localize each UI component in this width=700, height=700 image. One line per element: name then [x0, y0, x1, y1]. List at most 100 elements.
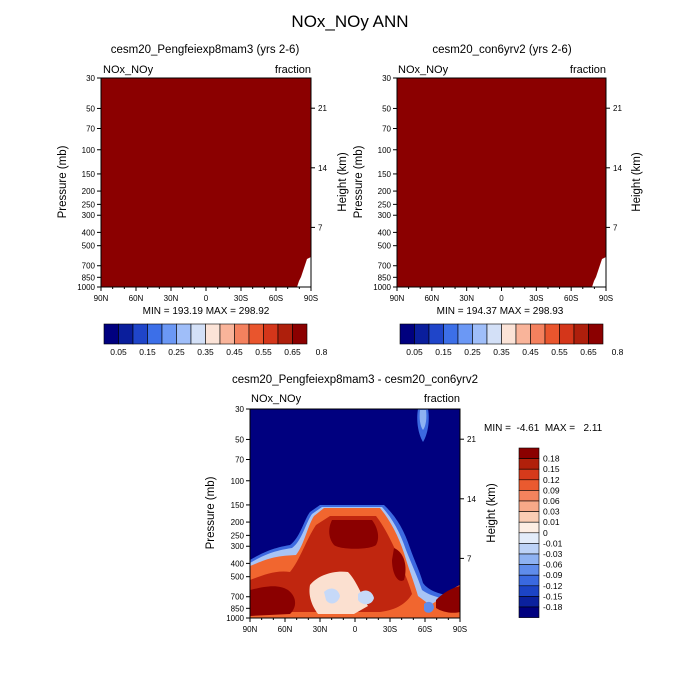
x-tick-label: 60N	[424, 294, 439, 303]
colorbar-label: 0.03	[543, 507, 560, 517]
x-tick-label: 30N	[459, 294, 474, 303]
colorbar-swatch	[472, 323, 488, 345]
colorbar-swatch	[161, 323, 177, 345]
y-tick-label: 400	[378, 228, 392, 237]
panel-1-title: cesm20_Pengfeiexp8mam3 (yrs 2-6)	[111, 44, 300, 56]
colorbar-swatch	[219, 323, 235, 345]
colorbar-label: 0.25	[168, 347, 185, 357]
colorbar-swatch	[518, 596, 540, 608]
colorbar-swatch	[518, 500, 540, 512]
y-tick-label: 50	[235, 435, 244, 444]
colorbar-label: -0.03	[543, 549, 563, 559]
x-tick-label: 60S	[269, 294, 283, 303]
colorbar-label: 0.55	[551, 347, 568, 357]
y-tick-label: 100	[82, 146, 96, 155]
panel-2-title: cesm20_con6yrv2 (yrs 2-6)	[432, 44, 571, 56]
x-tick-label: 0	[499, 294, 504, 303]
y-tick-label: 500	[231, 573, 245, 582]
colorbar-label: -0.09	[543, 570, 563, 580]
diff-pale-blue-patch-2	[358, 590, 374, 605]
colorbar-swatch	[544, 323, 560, 345]
colorbar-label: 0.8	[316, 347, 328, 357]
panel-3-ylabel: Pressure (mb)	[205, 476, 217, 549]
colorbar-label: 0.35	[197, 347, 214, 357]
y-tick-label: 500	[82, 242, 96, 251]
y-tick-label: 150	[82, 170, 96, 179]
colorbar-swatch	[518, 564, 540, 576]
panel-1-ylabel-right: Height (km)	[337, 152, 349, 212]
colorbar-swatch	[588, 323, 604, 345]
panel-3: cesm20_Pengfeiexp8mam3 - cesm20_con6yrv2…	[205, 374, 603, 619]
y-tick-label: 850	[231, 604, 245, 613]
diff-core-darkred-3	[392, 548, 406, 581]
y-tick-label: 400	[231, 559, 245, 568]
colorbar-swatch	[518, 543, 540, 555]
diff-top-plume-inner	[419, 410, 427, 430]
colorbar-swatch	[530, 323, 546, 345]
colorbar-label: -0.06	[543, 560, 563, 570]
colorbar-label: -0.15	[543, 591, 563, 601]
colorbar-label: 0.45	[226, 347, 243, 357]
panel-1-white-corner	[297, 257, 311, 287]
colorbar-swatch	[518, 458, 540, 470]
colorbar-swatch	[573, 323, 589, 345]
x-tick-label: 30N	[313, 625, 328, 634]
x-tick-label: 30N	[164, 294, 179, 303]
colorbar-swatch	[518, 511, 540, 523]
panel-2-ylabel: Pressure (mb)	[353, 145, 365, 218]
colorbar-swatch	[263, 323, 279, 345]
panel-2: cesm20_con6yrv2 (yrs 2-6) NOx_NOy fracti…	[353, 44, 643, 317]
y-tick-label: 700	[82, 262, 96, 271]
y-tick-label: 150	[378, 170, 392, 179]
colorbar-label: 0.35	[493, 347, 510, 357]
colorbar-swatch	[190, 323, 206, 345]
colorbar-swatch	[518, 532, 540, 544]
diff-core-darkred	[329, 520, 379, 549]
y-tick-label: 50	[382, 104, 391, 113]
y-tick-label: 70	[86, 125, 95, 134]
figure-title: NOx_NOy ANN	[291, 12, 408, 31]
panel-3-left-label: NOx_NOy	[251, 393, 302, 405]
y-tick-label: 150	[231, 501, 245, 510]
colorbar-swatch	[205, 323, 221, 345]
x-tick-label: 90S	[599, 294, 613, 303]
y-tick-label: 850	[82, 273, 96, 282]
height-tick-label: 21	[467, 435, 476, 444]
panel-1-left-label: NOx_NOy	[103, 64, 154, 76]
colorbar-swatch	[518, 521, 540, 534]
colorbar-label: 0.05	[406, 347, 423, 357]
panel-2-white-corner	[592, 257, 606, 287]
colorbar-swatch	[518, 447, 540, 459]
height-tick-label: 14	[318, 164, 327, 173]
panel-1-ylabel: Pressure (mb)	[57, 145, 69, 218]
x-tick-label: 90N	[243, 625, 258, 634]
colorbar-panel-1: 0.05 0.15 0.25 0.35 0.45 0.55 0.65 0.8	[103, 323, 328, 357]
y-tick-label: 500	[378, 242, 392, 251]
colorbar-swatch	[292, 323, 308, 345]
y-tick-label: 850	[378, 273, 392, 282]
colorbar-swatch	[428, 323, 444, 345]
colorbar-swatch	[443, 323, 459, 345]
colorbar-swatch	[234, 323, 250, 345]
colorbar-swatch	[518, 479, 540, 491]
colorbar-label: 0.25	[464, 347, 481, 357]
x-tick-label: 90N	[390, 294, 405, 303]
colorbar-swatch	[248, 323, 264, 345]
colorbar-swatch	[486, 323, 502, 345]
y-tick-label: 30	[86, 74, 95, 83]
y-tick-label: 250	[82, 200, 96, 209]
panel-1-field	[101, 78, 311, 287]
y-tick-label: 1000	[226, 614, 244, 623]
colorbar-label: 0.65	[284, 347, 301, 357]
x-tick-label: 90S	[304, 294, 318, 303]
x-tick-label: 0	[204, 294, 209, 303]
height-tick-label: 14	[613, 164, 622, 173]
diff-core-darkred-2	[250, 586, 296, 616]
colorbar-swatch	[518, 490, 540, 502]
colorbar-label: 0.45	[522, 347, 539, 357]
height-tick-label: 7	[613, 223, 618, 232]
diff-bottom-blue-spot	[424, 601, 434, 613]
